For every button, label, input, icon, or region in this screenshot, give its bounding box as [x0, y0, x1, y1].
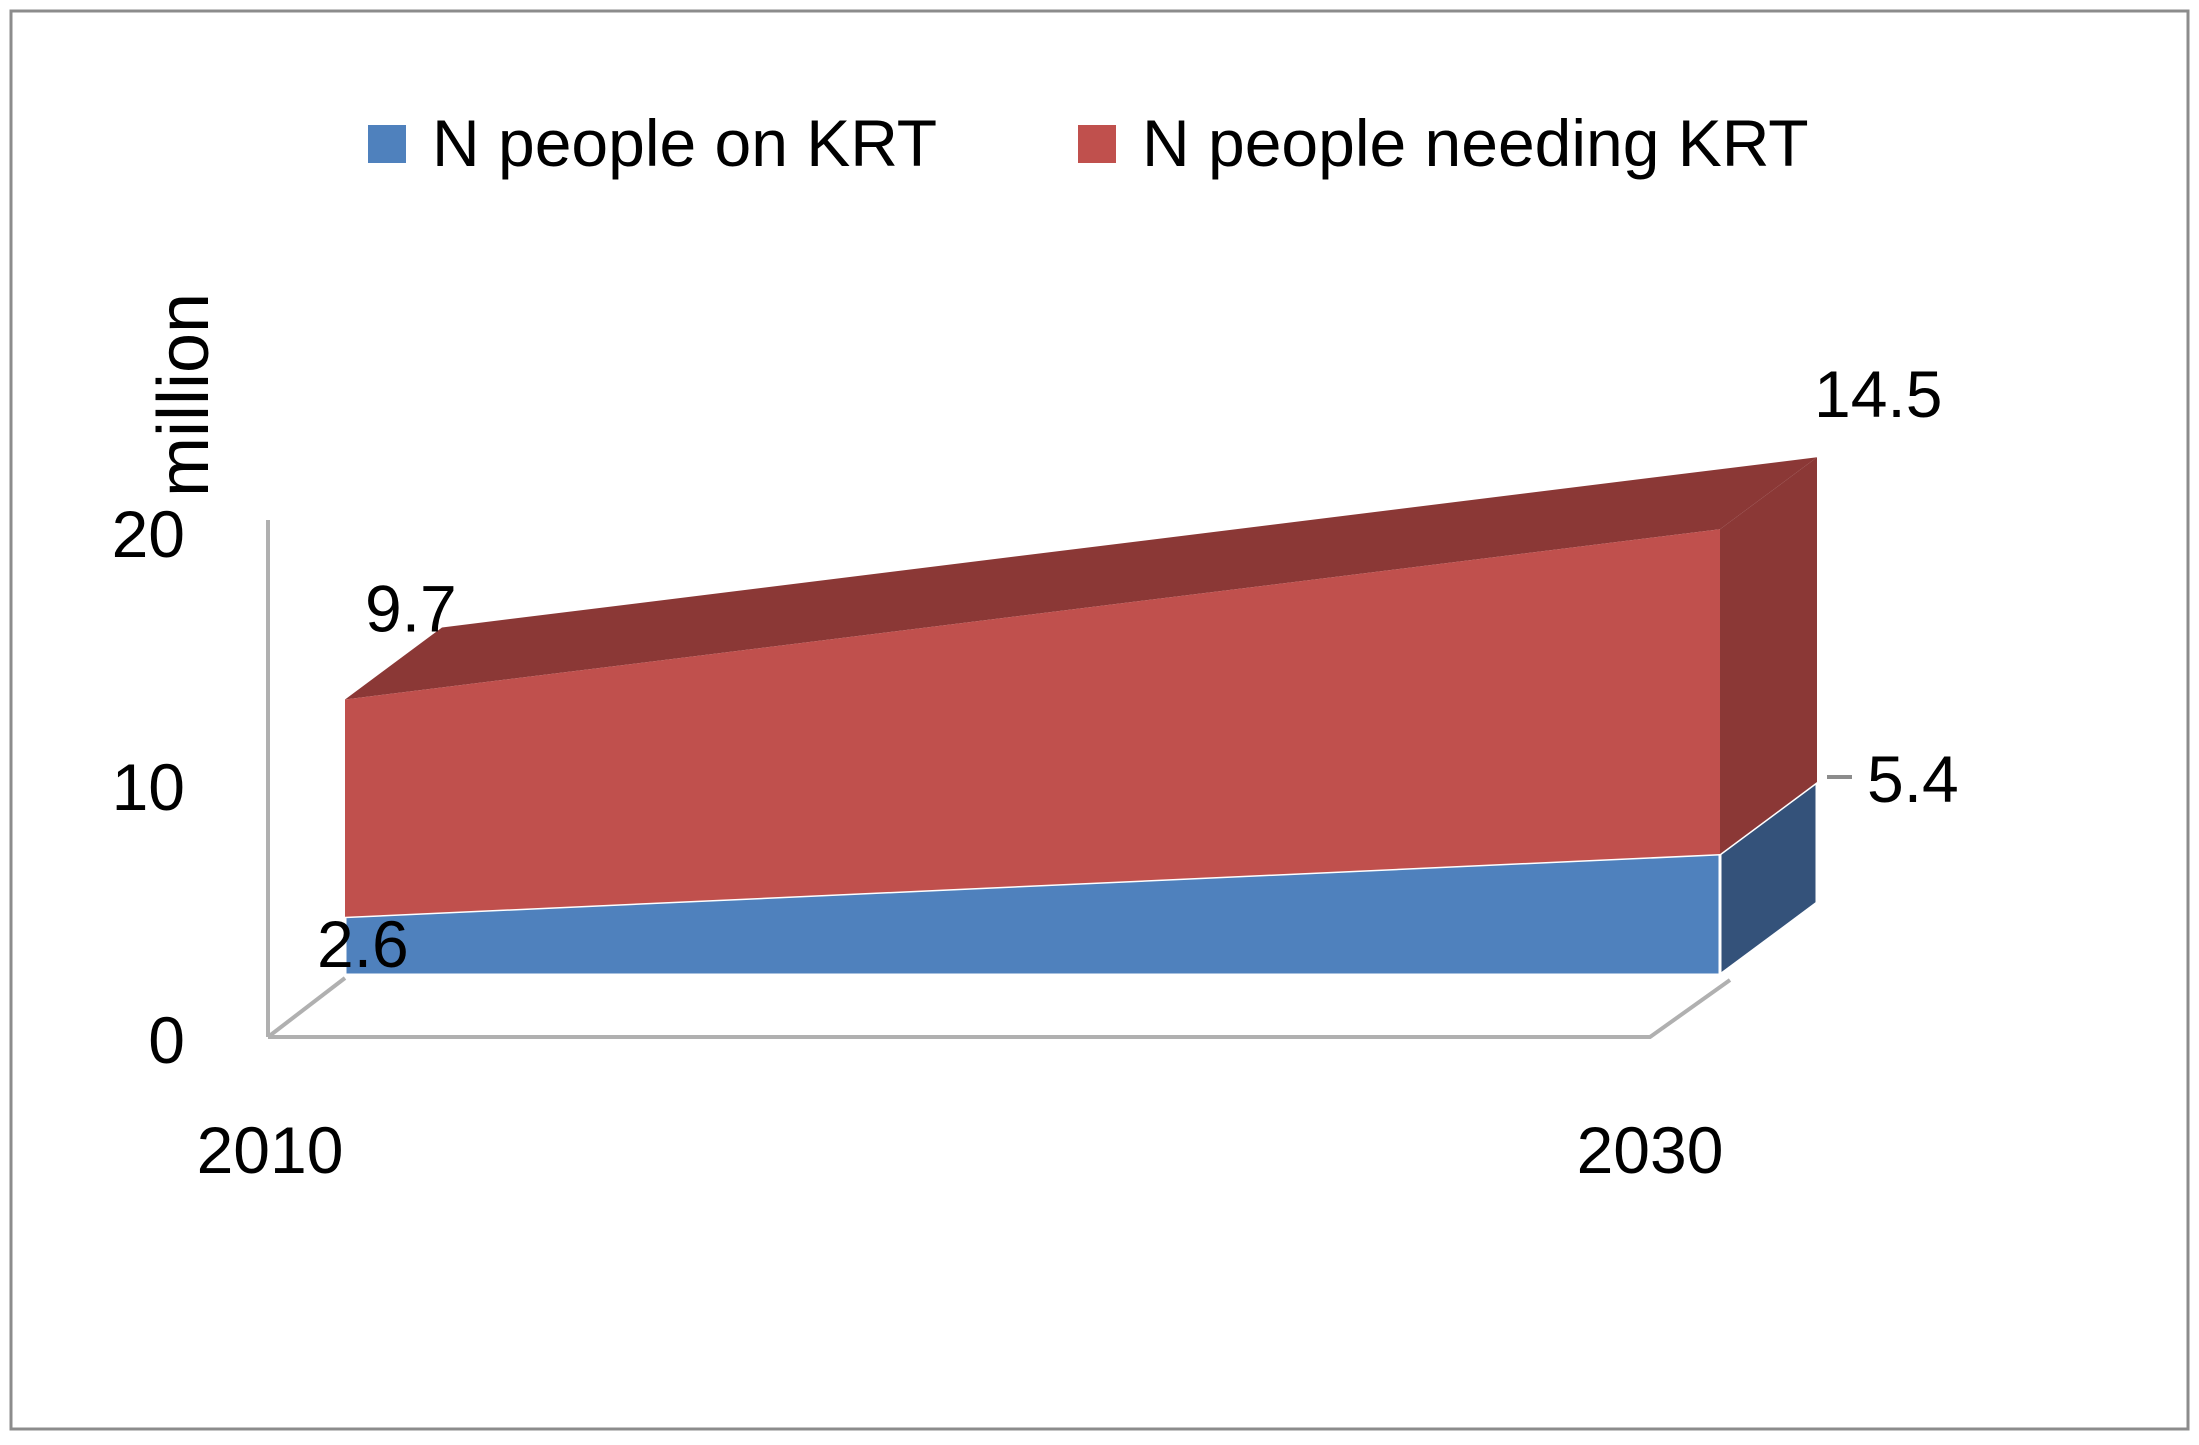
- legend-item-on-krt: N people on KRT: [368, 106, 937, 180]
- legend: N people on KRT N people needing KRT: [368, 106, 1809, 180]
- data-label-2-6: 2.6: [317, 907, 409, 981]
- series-needing-krt-side-face: [1720, 457, 1817, 855]
- legend-label-needing-krt: N people needing KRT: [1142, 106, 1809, 180]
- data-label-14-5: 14.5: [1814, 357, 1942, 431]
- data-labels: 2.6 5.4 9.7 14.5: [317, 357, 1959, 981]
- legend-item-needing-krt: N people needing KRT: [1078, 106, 1809, 180]
- legend-label-on-krt: N people on KRT: [432, 106, 937, 180]
- data-label-5-4: 5.4: [1867, 742, 1959, 816]
- series-needing-krt: [345, 457, 1817, 917]
- legend-swatch-on-krt: [368, 125, 406, 163]
- floor-edge: [268, 978, 1732, 1039]
- series-needing-krt-top-face: [345, 457, 1817, 700]
- data-label-9-7: 9.7: [365, 571, 457, 645]
- y-tick-label-20: 20: [112, 497, 185, 571]
- legend-swatch-needing-krt: [1078, 125, 1116, 163]
- x-tick-label-2010: 2010: [197, 1113, 344, 1187]
- y-tick-label-10: 10: [112, 750, 185, 824]
- y-axis-title: million: [144, 293, 224, 497]
- x-tick-label-2030: 2030: [1577, 1113, 1724, 1187]
- y-tick-label-0: 0: [148, 1003, 185, 1077]
- axes: 0 10 20 million 2010 2030: [112, 293, 1732, 1187]
- floor-edge-back: [266, 976, 347, 1039]
- series-needing-krt-front-face: [345, 529, 1720, 917]
